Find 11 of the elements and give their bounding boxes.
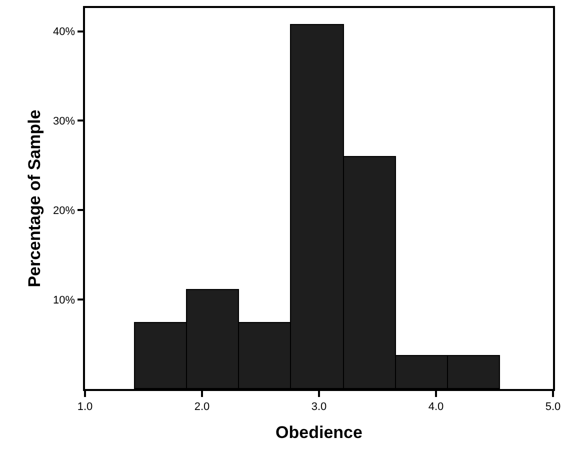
y-tick-label: 30%	[53, 116, 76, 128]
y-tick-label: 10%	[53, 294, 76, 306]
x-tick-label: 2.0	[194, 400, 210, 413]
y-axis-title: Percentage of Sample	[25, 110, 44, 288]
x-tick-label: 4.0	[428, 400, 444, 413]
x-tick-label: 1.0	[77, 400, 93, 413]
x-tick-label: 3.0	[311, 400, 327, 413]
y-tick-label: 40%	[53, 26, 76, 38]
x-tick-label: 5.0	[545, 400, 561, 413]
x-axis-title: Obedience	[276, 422, 362, 442]
y-tick-label: 20%	[53, 204, 76, 217]
